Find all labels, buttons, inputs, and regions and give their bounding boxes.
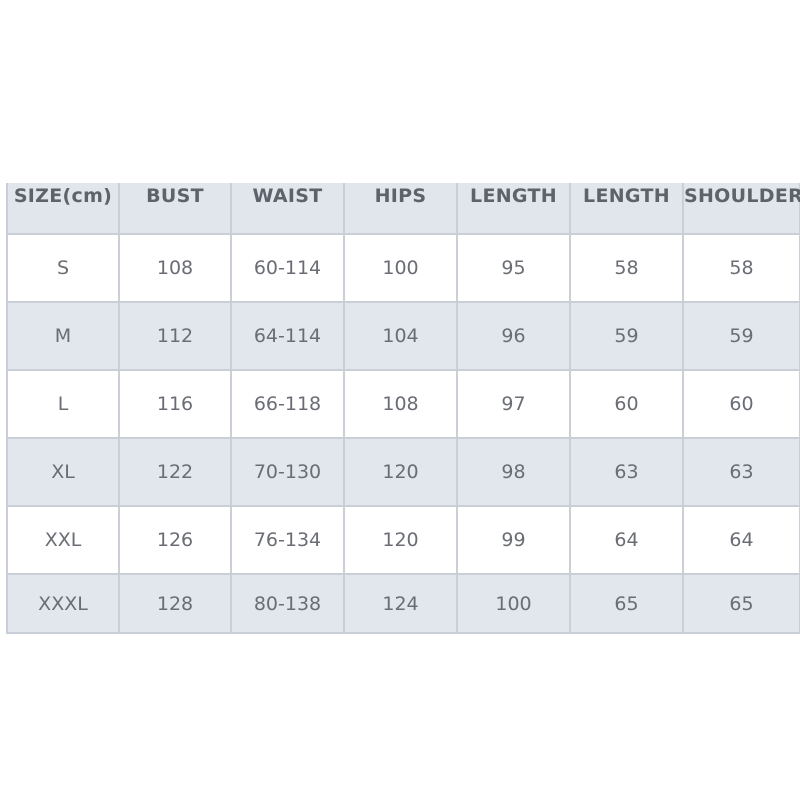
measurement-cell: 126 [118, 505, 232, 575]
measurement-cell: 116 [118, 369, 232, 439]
size-cell: XXXL [6, 573, 120, 634]
table-row: S 108 60-114 100 95 58 58 [6, 233, 800, 303]
size-cell: S [6, 233, 120, 303]
measurement-cell: 59 [569, 301, 684, 371]
measurement-cell: 65 [569, 573, 684, 634]
measurement-cell: 70-130 [230, 437, 345, 507]
measurement-cell: 100 [456, 573, 571, 634]
column-header: BUST [118, 183, 232, 235]
size-chart-table: SIZE(cm) BUST WAIST HIPS LENGTH LENGTH SHOULDE… [6, 183, 800, 634]
column-header: LENGTH [569, 183, 684, 235]
measurement-cell: 66-118 [230, 369, 345, 439]
table-row: XL 122 70-130 120 98 63 63 [6, 437, 800, 507]
measurement-cell: 100 [343, 233, 458, 303]
measurement-cell: 95 [456, 233, 571, 303]
measurement-cell: 60 [682, 369, 800, 439]
table-row: L 116 66-118 108 97 60 60 [6, 369, 800, 439]
measurement-cell: 64 [682, 505, 800, 575]
measurement-cell: 108 [118, 233, 232, 303]
measurement-cell: 122 [118, 437, 232, 507]
size-cell: M [6, 301, 120, 371]
measurement-cell: 60 [569, 369, 684, 439]
measurement-cell: 120 [343, 505, 458, 575]
measurement-cell: 98 [456, 437, 571, 507]
column-header: SIZE(cm) [6, 183, 120, 235]
column-header: SHOULDER [682, 183, 800, 235]
column-header: LENGTH [456, 183, 571, 235]
measurement-cell: 65 [682, 573, 800, 634]
table-row: XXXL 128 80-138 124 100 65 65 [6, 573, 800, 634]
measurement-cell: 59 [682, 301, 800, 371]
size-cell: XXL [6, 505, 120, 575]
column-header: WAIST [230, 183, 345, 235]
measurement-cell: 63 [682, 437, 800, 507]
measurement-cell: 120 [343, 437, 458, 507]
measurement-cell: 128 [118, 573, 232, 634]
measurement-cell: 76-134 [230, 505, 345, 575]
measurement-cell: 96 [456, 301, 571, 371]
measurement-cell: 104 [343, 301, 458, 371]
measurement-cell: 80-138 [230, 573, 345, 634]
measurement-cell: 63 [569, 437, 684, 507]
measurement-cell: 97 [456, 369, 571, 439]
size-cell: L [6, 369, 120, 439]
measurement-cell: 60-114 [230, 233, 345, 303]
measurement-cell: 64-114 [230, 301, 345, 371]
measurement-cell: 99 [456, 505, 571, 575]
measurement-cell: 64 [569, 505, 684, 575]
size-cell: XL [6, 437, 120, 507]
table-row: XXL 126 76-134 120 99 64 64 [6, 505, 800, 575]
measurement-cell: 108 [343, 369, 458, 439]
column-header: HIPS [343, 183, 458, 235]
measurement-cell: 112 [118, 301, 232, 371]
measurement-cell: 58 [569, 233, 684, 303]
measurement-cell: 124 [343, 573, 458, 634]
measurement-cell: 58 [682, 233, 800, 303]
table-row: M 112 64-114 104 96 59 59 [6, 301, 800, 371]
header-row: SIZE(cm) BUST WAIST HIPS LENGTH LENGTH SHOULDE… [6, 183, 800, 235]
